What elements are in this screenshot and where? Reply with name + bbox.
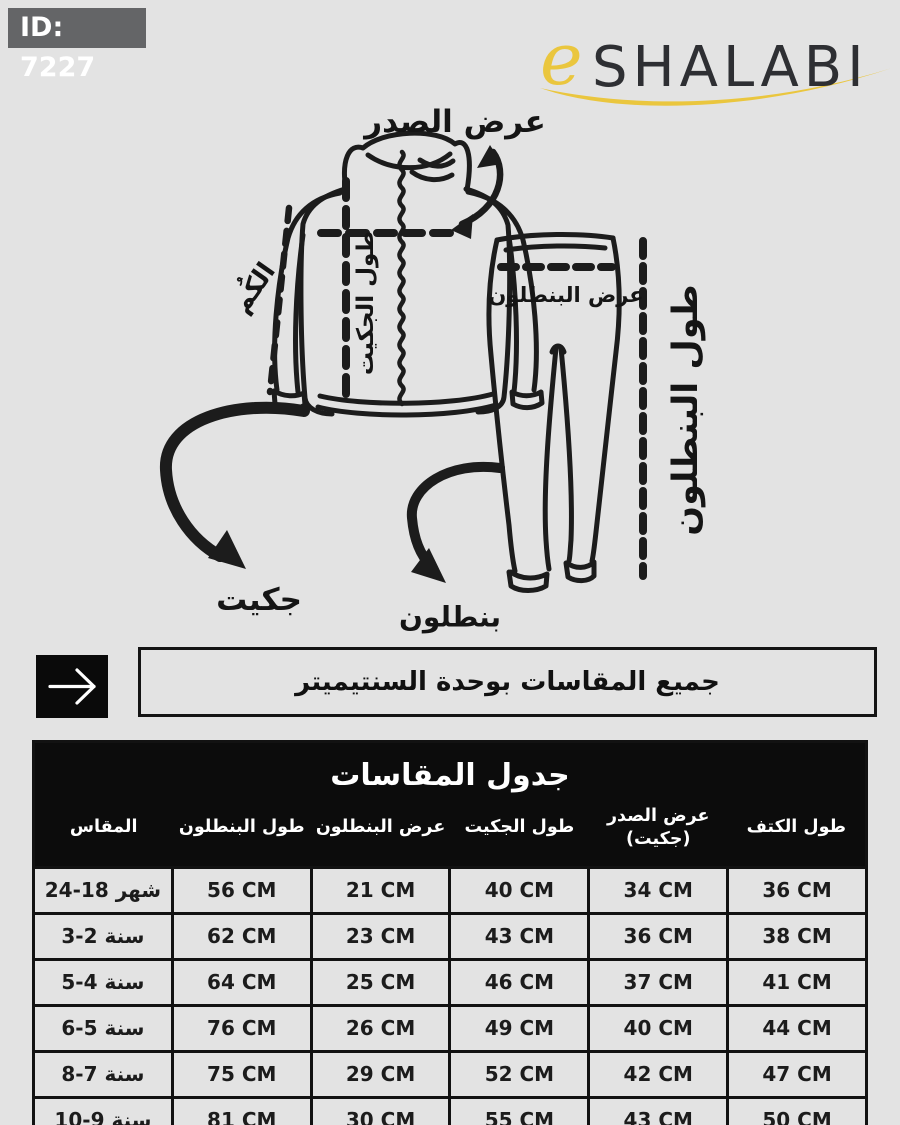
logo-swoosh [540,68,892,106]
table-cell: 56 CM [170,865,313,915]
size-table-title: جدول المقاسات [33,741,867,799]
pants-length-label: طول البنطلون [666,284,706,536]
brand-logo: e SHALABI [540,17,892,106]
table-cell: 49 CM [448,1003,591,1053]
logo-e-glyph: e [540,17,583,101]
table-cell: 40 CM [587,1003,730,1053]
table-cell-size: شهر 18-24 [32,865,174,915]
header-row: المقاس طول البنطلون عرض البنطلون طول الج… [33,799,867,867]
table-cell: 34 CM [587,865,730,915]
table-cell: 36 CM [587,911,730,961]
table-cell: 52 CM [448,1049,591,1099]
table-cell: 55 CM [448,1095,591,1125]
table-cell: 43 CM [587,1095,730,1125]
table-cell-size: سنة 9-10 [32,1095,174,1125]
column-header-chest-width: عرض الصدر (جكيت) [588,799,728,867]
column-header-pants-length: طول البنطلون [172,799,312,867]
logo-wordmark: SHALABI [592,35,869,100]
table-cell: 38 CM [726,911,868,961]
column-header-size: المقاس [33,799,173,867]
pants-outline [486,231,622,593]
table-cell: 30 CM [309,1095,452,1125]
size-table: جدول المقاسات المقاس طول البنطلون عرض ال… [32,740,868,1125]
table-cell: 81 CM [170,1095,313,1125]
right-arrow-icon [48,668,96,705]
jacket-outline [271,130,545,418]
table-cell-size: سنة 5-6 [32,1003,174,1053]
table-cell-size: سنة 4-5 [32,957,174,1007]
table-cell: 37 CM [587,957,730,1007]
table-cell: 50 CM [726,1095,868,1125]
sleeve-dashed-line [266,204,293,396]
table-row: سنة 7-8 75 CM 29 CM 52 CM 42 CM 47 CM [32,1049,868,1099]
table-row: سنة 9-10 81 CM 30 CM 55 CM 43 CM 50 CM [32,1095,868,1125]
table-cell: 40 CM [448,865,591,915]
table-cell: 25 CM [309,957,452,1007]
arrow-box [36,655,108,718]
table-row: شهر 18-24 56 CM 21 CM 40 CM 34 CM 36 CM [32,865,868,915]
table-cell: 23 CM [309,911,452,961]
table-cell: 75 CM [170,1049,313,1099]
table-row: سنة 4-5 64 CM 25 CM 46 CM 37 CM 41 CM [32,957,868,1007]
pants-arrow [406,461,505,583]
column-header-shoulder-length: طول الكتف [727,799,867,867]
table-row: سنة 2-3 62 CM 23 CM 43 CM 36 CM 38 CM [32,911,868,961]
jacket-zipper [397,149,406,407]
table-cell-size: سنة 7-8 [32,1049,174,1099]
chest-width-label: عرض الصدر [364,104,546,140]
jacket-caption: جكيت [216,582,302,618]
table-cell: 46 CM [448,957,591,1007]
table-cell: 62 CM [170,911,313,961]
table-cell: 76 CM [170,1003,313,1053]
column-header-jacket-length: طول الجكيت [449,799,589,867]
table-cell: 21 CM [309,865,452,915]
jacket-arrow [159,401,310,569]
pants-width-label: عرض البنطلون [488,283,644,307]
table-cell: 43 CM [448,911,591,961]
units-banner: جميع المقاسات بوحدة السنتيميتر [138,647,877,717]
table-cell: 42 CM [587,1049,730,1099]
chest-width-arrow [451,145,504,239]
table-cell: 44 CM [726,1003,868,1053]
table-row: سنة 5-6 76 CM 26 CM 49 CM 40 CM 44 CM [32,1003,868,1053]
table-cell-size: سنة 2-3 [32,911,174,961]
table-cell: 36 CM [726,865,868,915]
table-cell: 64 CM [170,957,313,1007]
pants-caption: بنطلون [398,600,502,634]
column-header-pants-width: عرض البنطلون [311,799,450,867]
table-cell: 26 CM [309,1003,452,1053]
table-cell: 47 CM [726,1049,868,1099]
table-cell: 41 CM [726,957,868,1007]
jacket-length-label: طول الجكيت [353,230,379,376]
id-badge: ID: 7227 [8,8,146,83]
table-cell: 29 CM [309,1049,452,1099]
